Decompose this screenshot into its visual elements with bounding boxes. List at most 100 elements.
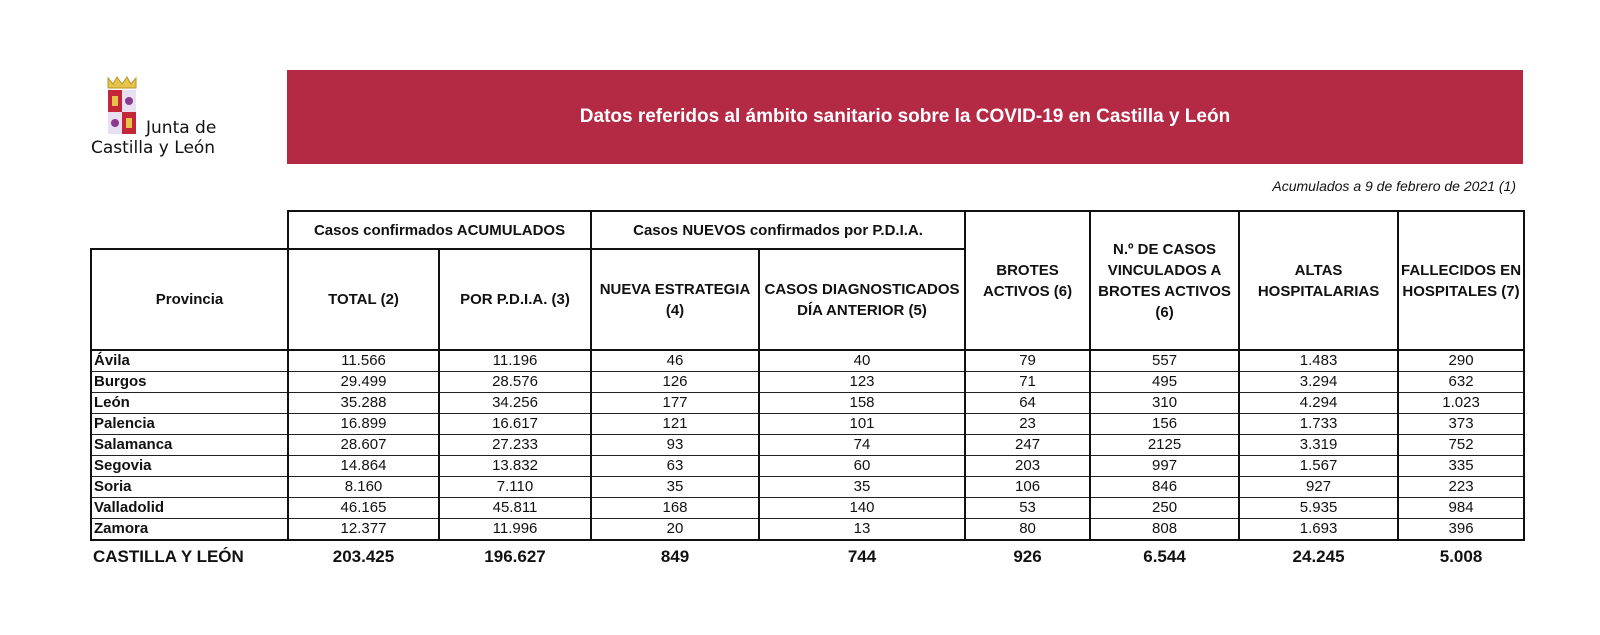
value-cell: 1.733 (1238, 413, 1400, 435)
logo-line-2: Castilla y León (91, 138, 216, 158)
value-cell: 1.693 (1238, 518, 1400, 541)
value-cell: 27.233 (437, 434, 593, 456)
value-cell: 158 (758, 392, 967, 414)
province-cell: Burgos (90, 371, 289, 393)
value-cell: 13 (758, 518, 967, 541)
value-cell: 60 (758, 455, 967, 477)
table-row: Valladolid 46.165 45.811 168 140 53 250 5.935 98… (90, 497, 1526, 519)
value-cell: 1.483 (1238, 350, 1400, 372)
value-cell: 846 (1089, 476, 1241, 498)
header-brotes: BROTES ACTIVOS (6) (964, 210, 1092, 351)
value-cell: 13.832 (437, 455, 593, 477)
value-cell: 20 (590, 518, 761, 541)
title-banner: Datos referidos al ámbito sanitario sobr… (287, 70, 1523, 164)
province-cell: Valladolid (90, 497, 289, 519)
table-row: Salamanca 28.607 27.233 93 74 247 2125 3.319 752 (90, 434, 1526, 456)
total-value: 196.627 (484, 547, 546, 566)
value-cell: 45.811 (437, 497, 593, 519)
value-cell: 106 (964, 476, 1092, 498)
value-cell: 79 (964, 350, 1092, 372)
value-cell: 7.110 (437, 476, 593, 498)
value-cell: 11.996 (437, 518, 593, 541)
header-altas: ALTAS HOSPITALARIAS (1238, 210, 1400, 351)
value-cell: 29.499 (287, 371, 440, 393)
value-cell: 46.165 (287, 497, 440, 519)
value-cell: 997 (1089, 455, 1241, 477)
value-cell: 16.899 (287, 413, 440, 435)
province-cell: Zamora (90, 518, 289, 541)
value-cell: 373 (1397, 413, 1526, 435)
value-cell: 177 (590, 392, 761, 414)
header-nueva-estrategia: NUEVA ESTRATEGIA (4) (590, 248, 761, 351)
value-cell: 23 (964, 413, 1092, 435)
value-cell: 46 (590, 350, 761, 372)
value-cell: 335 (1397, 455, 1526, 477)
total-value: 744 (847, 547, 877, 566)
value-cell: 53 (964, 497, 1092, 519)
header-por-pdia: POR P.D.I.A. (3) (437, 248, 593, 351)
value-cell: 64 (964, 392, 1092, 414)
table-row: Zamora 12.377 11.996 20 13 80 808 1.693 396 (90, 518, 1526, 541)
header-provincia: Provincia (90, 248, 289, 351)
total-label: CASTILLA Y LEÓN (93, 547, 244, 566)
value-cell: 3.294 (1238, 371, 1400, 393)
value-cell: 310 (1089, 392, 1241, 414)
value-cell: 1.023 (1397, 392, 1526, 414)
total-value: 926 (1013, 547, 1042, 566)
total-row: CASTILLA Y LEÓN 203.425 196.627 849 744 926 6.… (91, 540, 1524, 573)
logo-text: Junta de Castilla y León (88, 118, 248, 158)
value-cell: 28.607 (287, 434, 440, 456)
value-cell: 14.864 (287, 455, 440, 477)
province-cell: Ávila (90, 350, 289, 372)
junta-logo: Junta de Castilla y León (88, 74, 248, 164)
value-cell: 4.294 (1238, 392, 1400, 414)
logo-line-1: Junta de (146, 118, 217, 138)
value-cell: 5.935 (1238, 497, 1400, 519)
value-cell: 121 (590, 413, 761, 435)
value-cell: 984 (1397, 497, 1526, 519)
value-cell: 168 (590, 497, 761, 519)
total-value: 24.245 (1292, 547, 1345, 566)
value-cell: 3.319 (1238, 434, 1400, 456)
value-cell: 35 (590, 476, 761, 498)
group-header-acumulados: Casos confirmados ACUMULADOS (286, 210, 593, 250)
value-cell: 557 (1089, 350, 1241, 372)
value-cell: 28.576 (437, 371, 593, 393)
province-cell: Segovia (90, 455, 289, 477)
value-cell: 35.288 (287, 392, 440, 414)
value-cell: 11.566 (287, 350, 440, 372)
value-cell: 247 (964, 434, 1092, 456)
value-cell: 495 (1089, 371, 1241, 393)
value-cell: 80 (964, 518, 1092, 541)
header-fallecidos: FALLECIDOS EN HOSPITALES (7) (1397, 210, 1526, 351)
table-row: Burgos 29.499 28.576 126 123 71 495 3.294 632 (90, 371, 1526, 393)
value-cell: 8.160 (287, 476, 440, 498)
blank-header (91, 211, 288, 250)
header-dia-anterior: CASOS DIAGNOSTICADOS DÍA ANTERIOR (5) (758, 248, 967, 351)
total-value: 849 (660, 547, 690, 566)
value-cell: 101 (758, 413, 967, 435)
value-cell: 93 (590, 434, 761, 456)
table-row: León 35.288 34.256 177 158 64 310 4.294 1.023 (90, 392, 1526, 414)
value-cell: 1.567 (1238, 455, 1400, 477)
value-cell: 223 (1397, 476, 1526, 498)
value-cell: 11.196 (437, 350, 593, 372)
table-row: Palencia 16.899 16.617 121 101 23 156 1.733 373 (90, 413, 1526, 435)
date-note: Acumulados a 9 de febrero de 2021 (1) (1272, 178, 1516, 194)
province-cell: Soria (90, 476, 289, 498)
province-cell: Palencia (90, 413, 289, 435)
value-cell: 140 (758, 497, 967, 519)
province-cell: Salamanca (90, 434, 289, 456)
value-cell: 203 (964, 455, 1092, 477)
value-cell: 40 (758, 350, 967, 372)
table-row: Ávila 11.566 11.196 46 40 79 557 1.483 290 (90, 350, 1526, 372)
value-cell: 808 (1089, 518, 1241, 541)
total-value: 6.544 (1143, 547, 1186, 566)
value-cell: 16.617 (437, 413, 593, 435)
value-cell: 63 (590, 455, 761, 477)
value-cell: 126 (590, 371, 761, 393)
group-header-nuevos: Casos NUEVOS confirmados por P.D.I.A. (590, 210, 967, 250)
value-cell: 752 (1397, 434, 1526, 456)
covid-data-table: Casos confirmados ACUMULADOS Casos NUEVO… (90, 210, 1526, 573)
